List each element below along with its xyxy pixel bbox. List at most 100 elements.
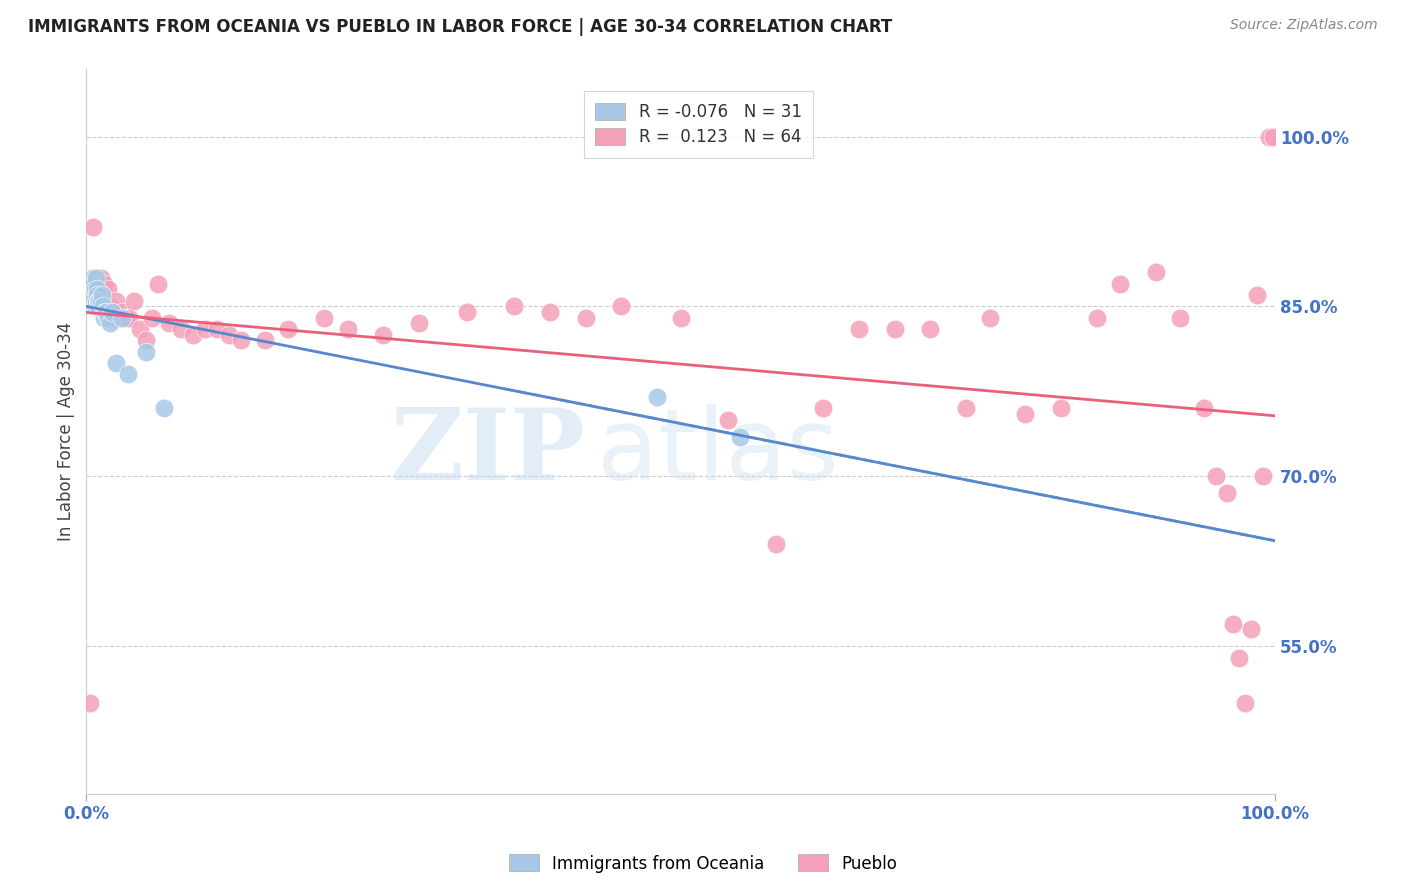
Point	[91, 300, 114, 314]
Point	[97, 283, 120, 297]
Point	[101, 305, 124, 319]
Point	[1144, 265, 1167, 279]
Point	[765, 537, 787, 551]
Point	[86, 288, 108, 302]
Point	[1227, 650, 1250, 665]
Point	[82, 277, 104, 291]
Point	[813, 401, 835, 416]
Point	[1222, 616, 1244, 631]
Point	[79, 696, 101, 710]
Point	[135, 334, 157, 348]
Text: ZIP: ZIP	[391, 404, 585, 501]
Point	[218, 327, 240, 342]
Point	[1109, 277, 1132, 291]
Point	[90, 293, 112, 308]
Point	[128, 322, 150, 336]
Point	[105, 293, 128, 308]
Point	[253, 334, 276, 348]
Point	[84, 271, 107, 285]
Point	[312, 310, 335, 325]
Point	[170, 322, 193, 336]
Point	[1168, 310, 1191, 325]
Point	[408, 317, 430, 331]
Point	[159, 317, 181, 331]
Point	[82, 271, 104, 285]
Point	[538, 305, 561, 319]
Point	[848, 322, 870, 336]
Point	[93, 310, 115, 325]
Point	[277, 322, 299, 336]
Legend: Immigrants from Oceania, Pueblo: Immigrants from Oceania, Pueblo	[502, 847, 904, 880]
Point	[503, 300, 526, 314]
Point	[82, 277, 104, 291]
Point	[98, 300, 121, 314]
Point	[610, 300, 633, 314]
Point	[1085, 310, 1108, 325]
Text: IMMIGRANTS FROM OCEANIA VS PUEBLO IN LABOR FORCE | AGE 30-34 CORRELATION CHART: IMMIGRANTS FROM OCEANIA VS PUEBLO IN LAB…	[28, 18, 893, 36]
Point	[574, 310, 596, 325]
Point	[89, 293, 111, 308]
Point	[98, 317, 121, 331]
Point	[114, 310, 136, 325]
Point	[105, 356, 128, 370]
Point	[82, 288, 104, 302]
Point	[118, 310, 141, 325]
Point	[111, 310, 134, 325]
Point	[229, 334, 252, 348]
Point	[146, 277, 169, 291]
Point	[456, 305, 478, 319]
Point	[84, 293, 107, 308]
Point	[669, 310, 692, 325]
Point	[82, 293, 104, 308]
Text: atlas: atlas	[598, 404, 839, 501]
Y-axis label: In Labor Force | Age 30-34: In Labor Force | Age 30-34	[58, 321, 75, 541]
Point	[101, 310, 124, 325]
Point	[83, 283, 105, 297]
Point	[728, 430, 751, 444]
Point	[645, 390, 668, 404]
Point	[1246, 288, 1268, 302]
Point	[1258, 129, 1281, 144]
Point	[93, 277, 115, 291]
Point	[79, 277, 101, 291]
Point	[979, 310, 1001, 325]
Point	[1240, 623, 1263, 637]
Point	[94, 305, 117, 319]
Point	[1192, 401, 1215, 416]
Point	[80, 283, 103, 297]
Point	[87, 300, 110, 314]
Point	[181, 327, 204, 342]
Point	[84, 271, 107, 285]
Point	[90, 271, 112, 285]
Point	[920, 322, 942, 336]
Point	[883, 322, 905, 336]
Point	[82, 220, 104, 235]
Point	[717, 413, 740, 427]
Point	[336, 322, 359, 336]
Point	[87, 293, 110, 308]
Point	[1050, 401, 1073, 416]
Point	[205, 322, 228, 336]
Point	[87, 271, 110, 285]
Point	[1251, 469, 1274, 483]
Point	[1216, 486, 1239, 500]
Point	[108, 310, 131, 325]
Point	[97, 310, 120, 325]
Point	[141, 310, 163, 325]
Point	[111, 305, 134, 319]
Point	[83, 300, 105, 314]
Point	[152, 401, 174, 416]
Point	[373, 327, 395, 342]
Point	[955, 401, 977, 416]
Point	[135, 344, 157, 359]
Point	[90, 288, 112, 302]
Point	[1205, 469, 1227, 483]
Point	[1234, 696, 1257, 710]
Point	[122, 293, 145, 308]
Point	[96, 305, 118, 319]
Point	[117, 368, 139, 382]
Point	[194, 322, 217, 336]
Point	[1014, 407, 1036, 421]
Text: Source: ZipAtlas.com: Source: ZipAtlas.com	[1230, 18, 1378, 32]
Legend: R = -0.076   N = 31, R =  0.123   N = 64: R = -0.076 N = 31, R = 0.123 N = 64	[583, 91, 813, 158]
